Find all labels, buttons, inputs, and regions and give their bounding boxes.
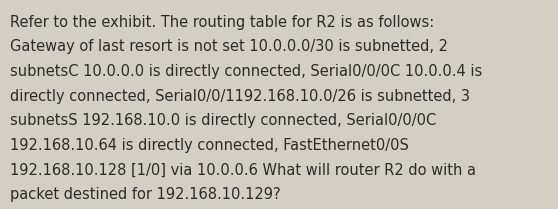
- Text: 192.168.10.128 [1/0] via 10.0.0.6 What will router R2 do with a: 192.168.10.128 [1/0] via 10.0.0.6 What w…: [10, 163, 476, 178]
- Text: directly connected, Serial0/0/1192.168.10.0/26 is subnetted, 3: directly connected, Serial0/0/1192.168.1…: [10, 89, 470, 104]
- Text: Refer to the exhibit. The routing table for R2 is as follows:: Refer to the exhibit. The routing table …: [10, 15, 434, 30]
- Text: packet destined for 192.168.10.129?: packet destined for 192.168.10.129?: [10, 187, 281, 202]
- Text: Gateway of last resort is not set 10.0.0.0/30 is subnetted, 2: Gateway of last resort is not set 10.0.0…: [10, 39, 448, 54]
- Text: subnetsC 10.0.0.0 is directly connected, Serial0/0/0C 10.0.0.4 is: subnetsC 10.0.0.0 is directly connected,…: [10, 64, 482, 79]
- Text: 192.168.10.64 is directly connected, FastEthernet0/0S: 192.168.10.64 is directly connected, Fas…: [10, 138, 409, 153]
- Text: subnetsS 192.168.10.0 is directly connected, Serial0/0/0C: subnetsS 192.168.10.0 is directly connec…: [10, 113, 436, 128]
